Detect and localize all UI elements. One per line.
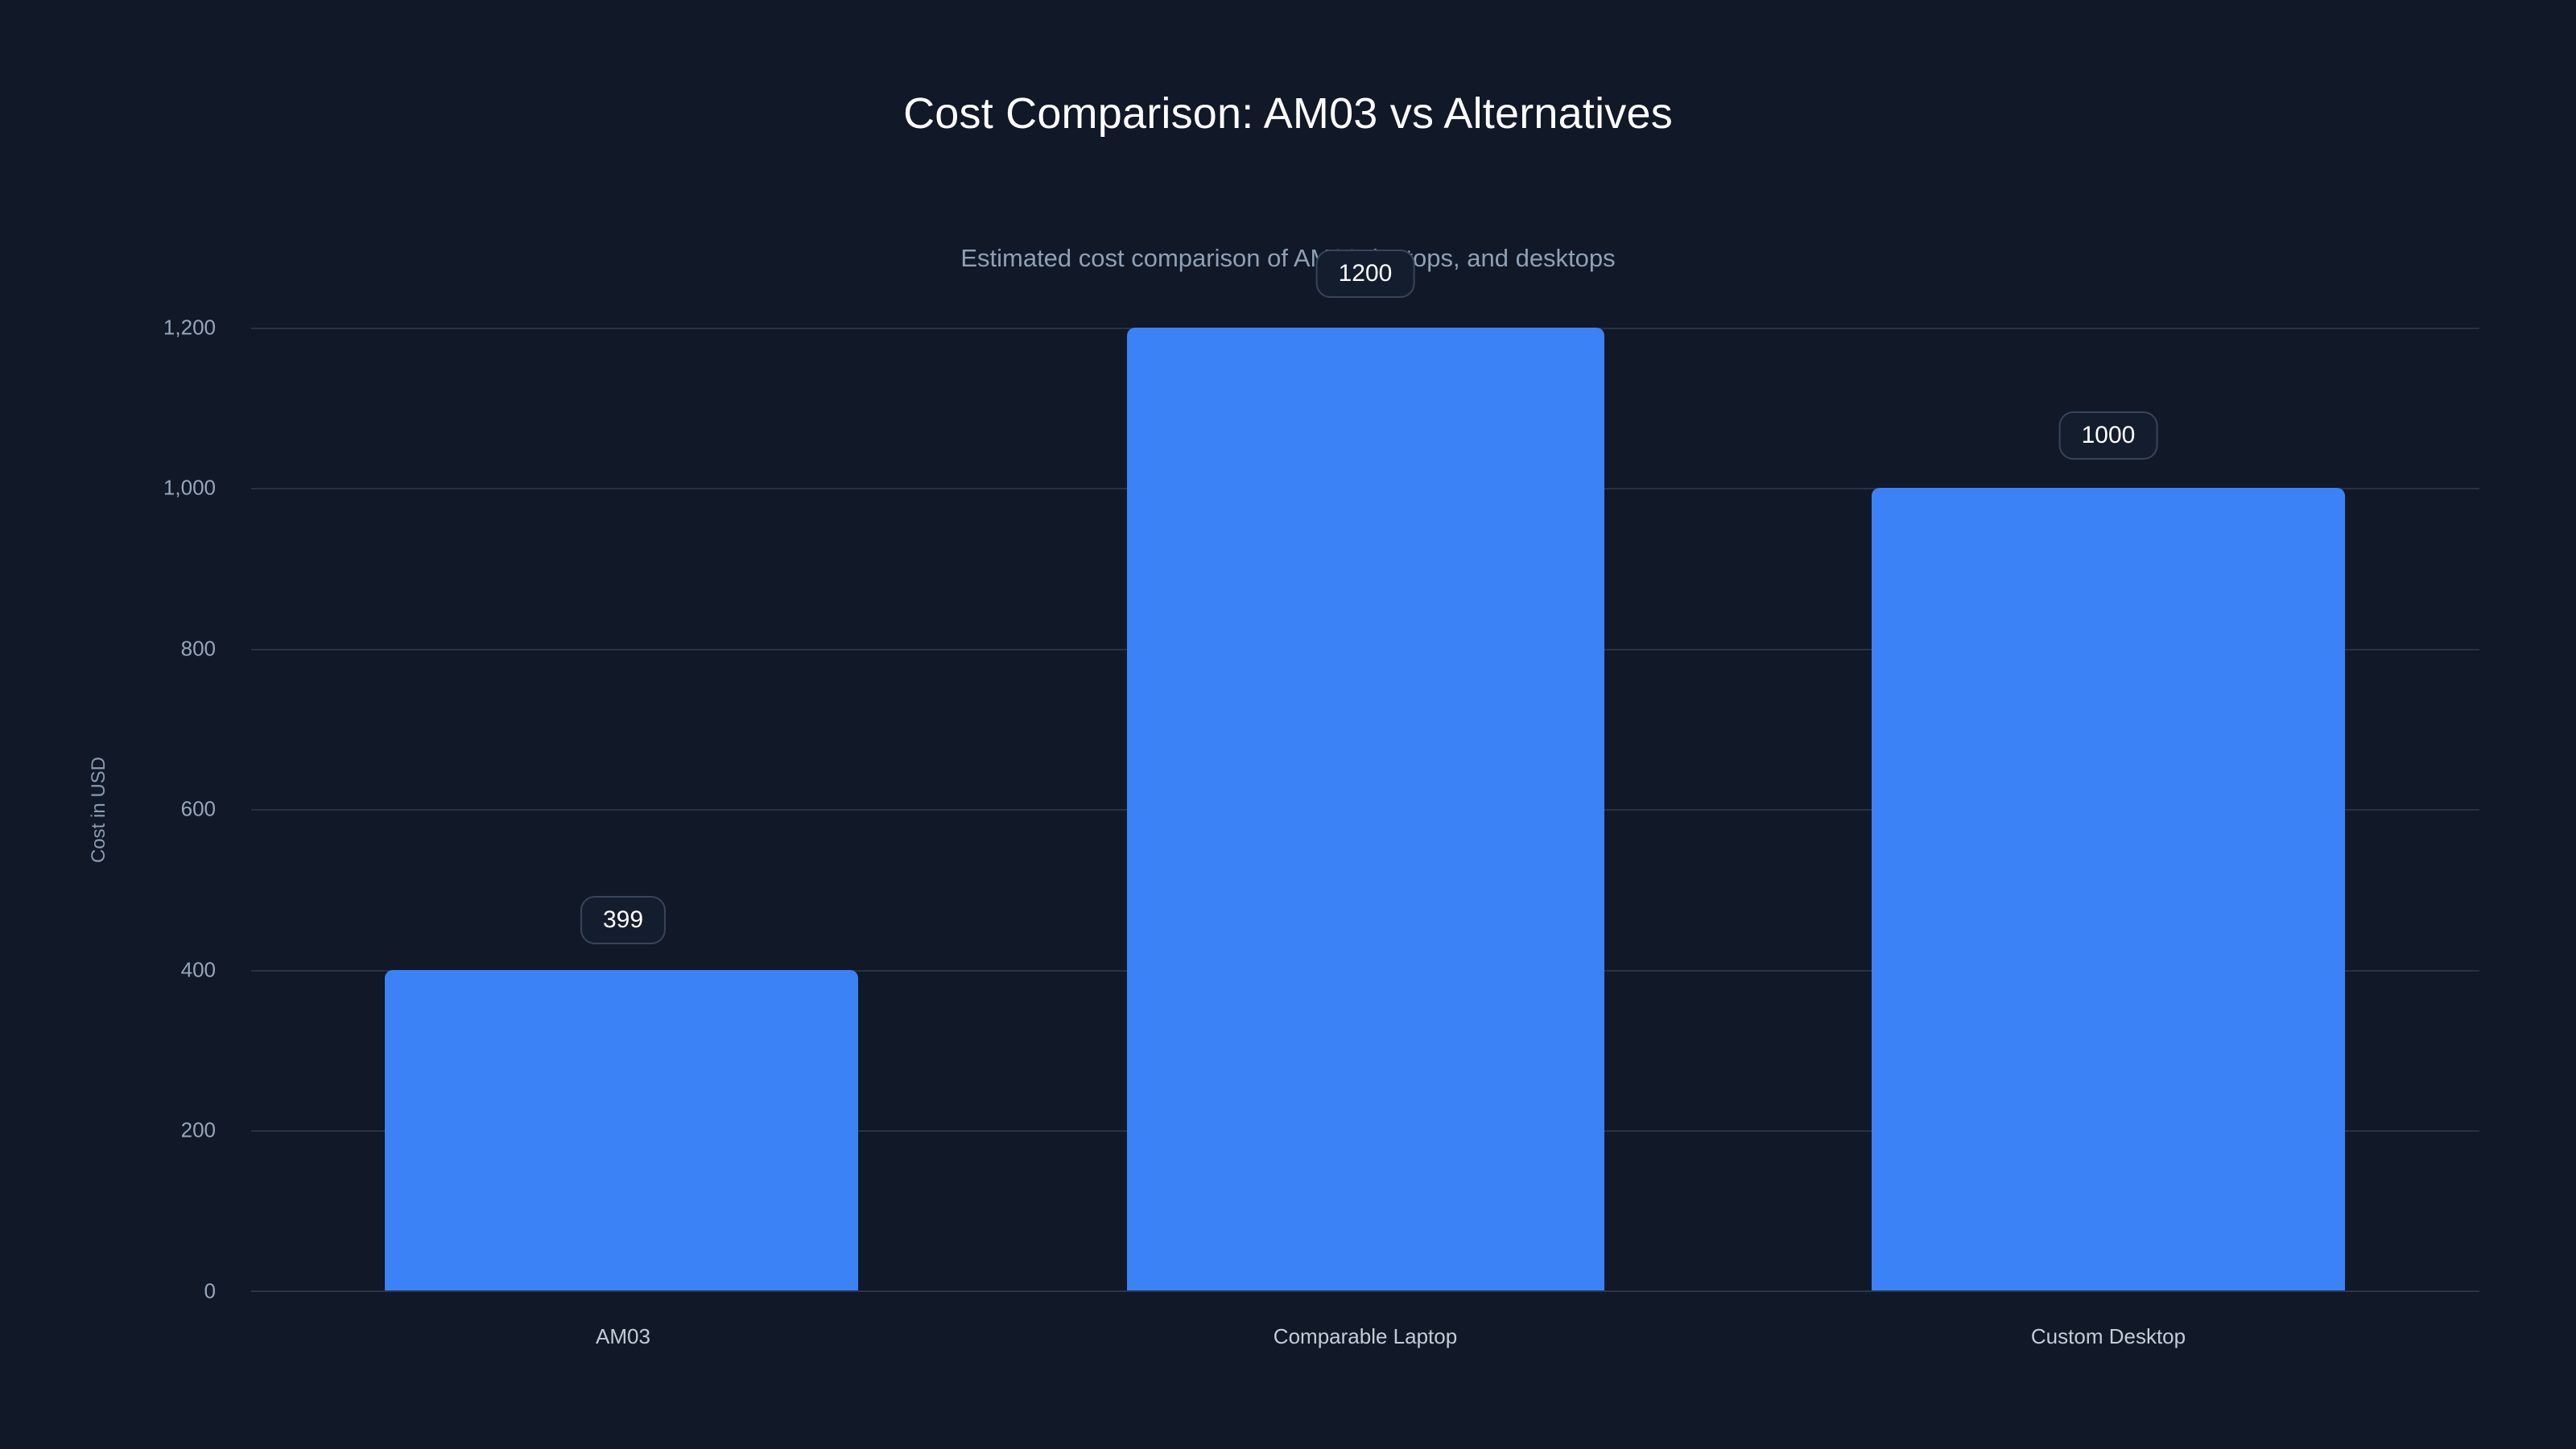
x-tick-label-am03: AM03 (596, 1324, 650, 1348)
chart-title: Cost Comparison: AM03 vs Alternatives (903, 89, 1673, 138)
chart-subtitle: Estimated cost comparison of AM03, lapto… (960, 244, 1616, 272)
bar-custom-desktop[interactable] (1872, 488, 2345, 1290)
y-tick-label: 1,200 (163, 315, 216, 340)
y-tick-label: 0 (204, 1278, 216, 1303)
plot-area (251, 328, 2479, 1292)
y-tick-label: 800 (180, 636, 216, 661)
bar-am03[interactable] (385, 970, 858, 1290)
value-badge-custom-desktop: 1000 (2058, 411, 2158, 460)
y-tick-label: 1,000 (163, 475, 216, 500)
value-badge-comparable-laptop: 1200 (1315, 250, 1415, 298)
bar-comparable-laptop[interactable] (1127, 328, 1604, 1290)
y-tick-label: 600 (180, 796, 216, 821)
y-tick-label: 400 (180, 957, 216, 982)
x-tick-label-custom-desktop: Custom Desktop (2030, 1324, 2186, 1348)
axis-baseline (251, 1290, 2479, 1292)
x-tick-label-comparable-laptop: Comparable Laptop (1273, 1324, 1458, 1348)
value-badge-am03: 399 (580, 896, 667, 944)
y-tick-label: 200 (180, 1117, 216, 1142)
